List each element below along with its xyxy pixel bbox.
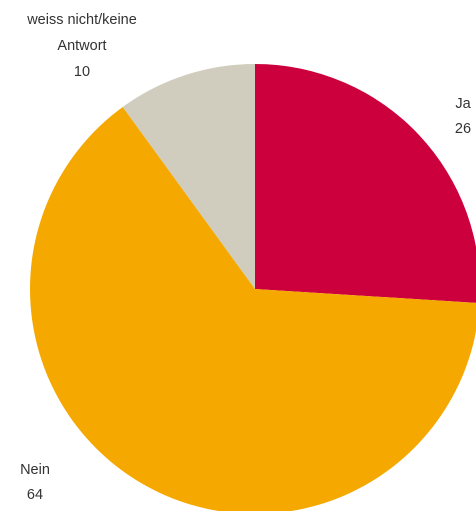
label-group-ja: Ja 26 [455, 96, 472, 137]
slice-label-nein: Nein [20, 462, 50, 478]
slice-value-ja: 26 [455, 121, 471, 137]
slice-value-nein: 64 [27, 487, 43, 503]
slice-ja [255, 64, 476, 303]
slice-nein [30, 106, 476, 511]
slice-value-weiss-nicht: 10 [74, 64, 90, 80]
slice-label-ja: Ja [455, 96, 471, 112]
slice-labels: Ja 26 Nein 64 weiss nicht/keine Antwort … [20, 12, 472, 503]
label-group-nein: Nein 64 [20, 462, 50, 503]
pie-slices [30, 64, 476, 511]
slice-label-weiss-nicht-line-2: Antwort [57, 38, 106, 54]
slice-label-weiss-nicht-line-1: weiss nicht/keine [26, 12, 137, 28]
slice-weiss-nicht-keine-antwort [122, 64, 255, 289]
label-group-weiss-nicht-keine-antwort: weiss nicht/keine Antwort 10 [26, 12, 137, 80]
